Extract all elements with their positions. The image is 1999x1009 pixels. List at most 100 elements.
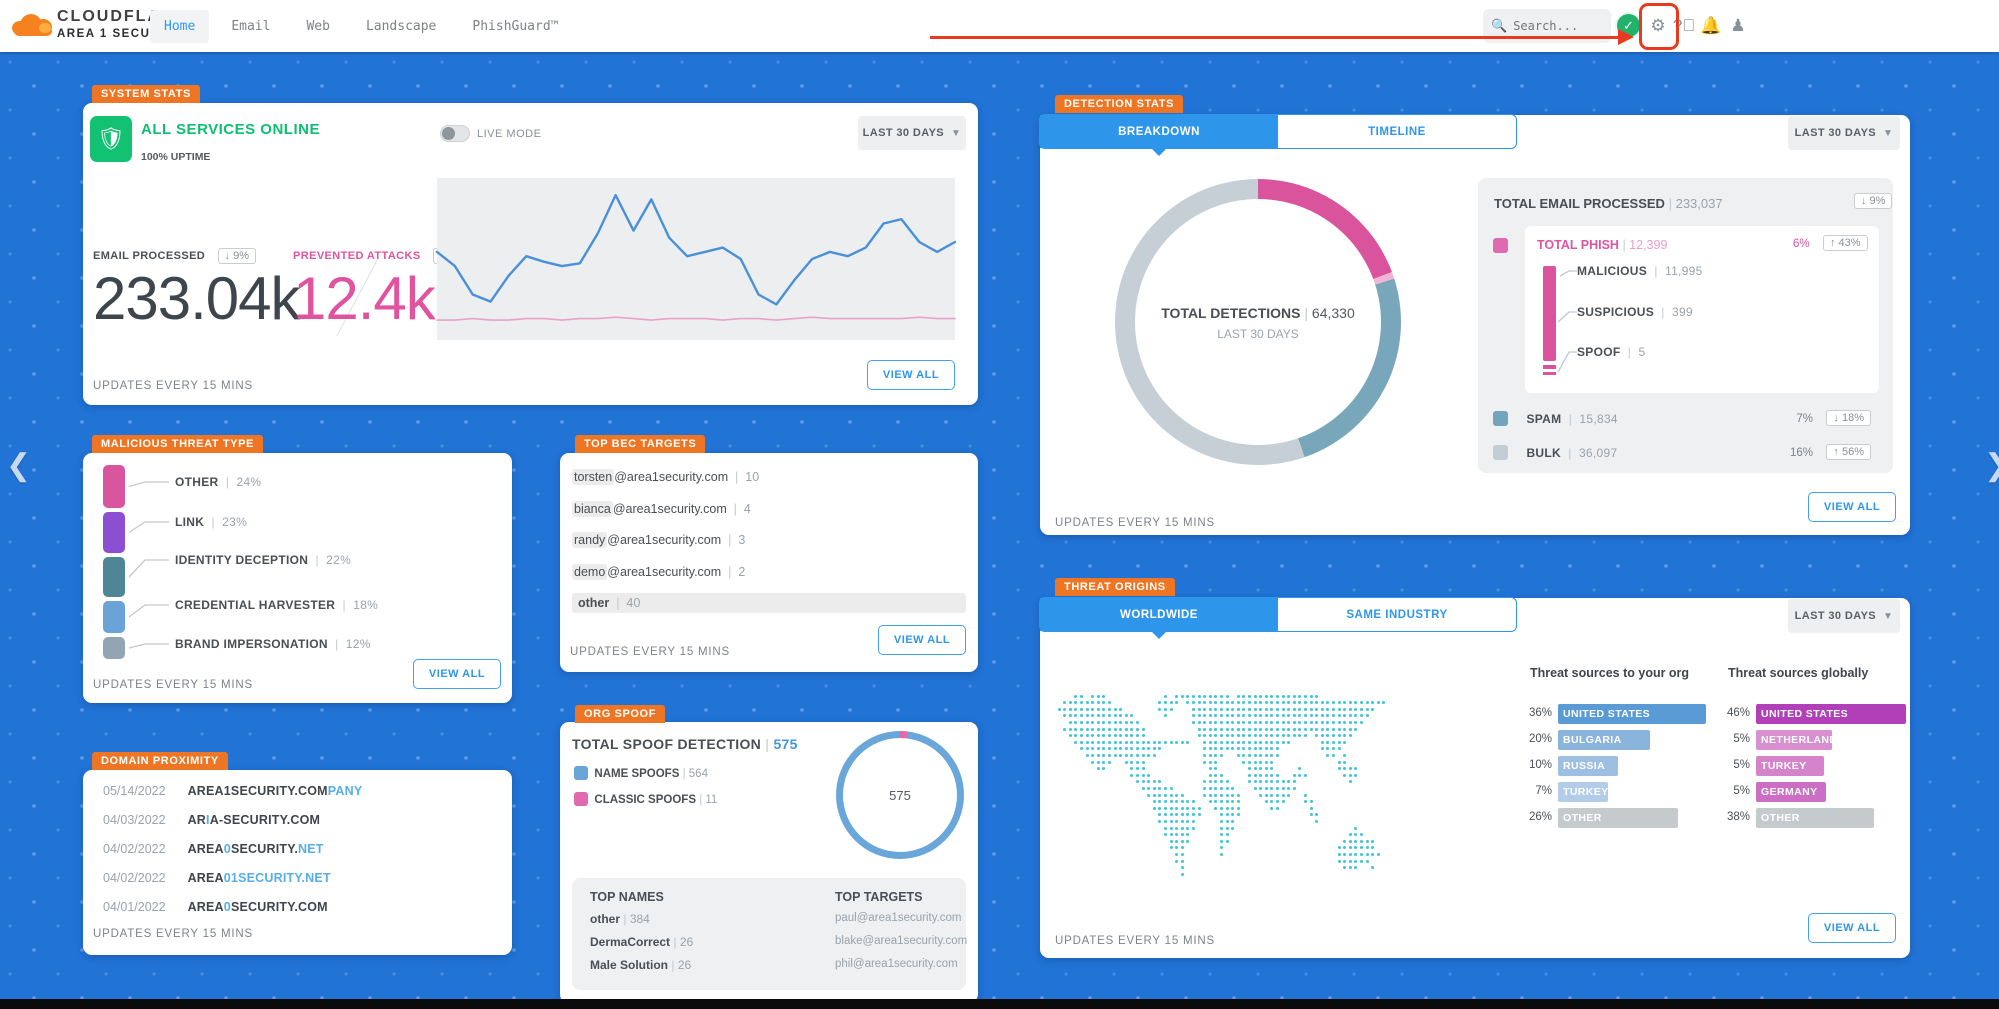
origins-tab-worldwide[interactable]: WORLDWIDE [1040,598,1278,639]
top-targets-title: TOP TARGETS [835,890,923,904]
org-sources-title: Threat sources to your org [1530,666,1690,680]
detection-range-dropdown[interactable]: LAST 30 DAYS ▼ [1788,116,1900,150]
detection-tabs: BREAKDOWN TIMELINE [1039,114,1517,156]
threat-legend-item: OTHER | 24% [175,475,262,489]
carousel-right-icon[interactable]: ❯ [1984,448,1999,483]
bec-row: demo @area1security.com | 2 [572,563,746,580]
origins-tab-same-industry[interactable]: SAME INDUSTRY [1346,608,1448,621]
live-mode-label: LIVE MODE [477,128,542,140]
total-spoof-value: 575 [773,736,798,752]
bell-icon[interactable]: 🔔 [1700,16,1722,35]
global-bar: TURKEY [1756,756,1824,776]
global-bar-row: 5% NETHERLANDS [1733,730,1916,750]
nav-item-home[interactable]: Home [150,9,210,43]
threat-swatch-3 [103,601,125,633]
live-mode-toggle[interactable] [440,125,470,142]
uptime-label: 100% UPTIME [141,151,211,163]
system-stats-range-dropdown[interactable]: LAST 30 DAYS ▼ [858,116,966,150]
domain-row: 04/02/2022 AREA01SECURITY.NET [103,871,331,885]
email-processed-group: EMAIL PROCESSED ↓ 9% 233.04k [93,246,301,333]
detection-view-all-button[interactable]: VIEW ALL [1808,492,1896,522]
detection-breakdown-panel: TOTAL EMAIL PROCESSED | 233,037 ↓ 9% TOT… [1478,178,1893,473]
global-bar-row: 5% GERMANY [1733,782,1916,802]
email-processed-value: 233.04k [93,265,301,332]
org-bar: BULGARIA [1558,730,1650,750]
total-spoof-label: TOTAL SPOOF DETECTION | 575 [572,736,798,752]
org-bar: TURKEY [1558,782,1608,802]
detection-stats-tag: DETECTION STATS [1055,95,1184,113]
threat-swatch-1 [103,512,125,553]
bec-row: bianca @area1security.com | 4 [572,500,751,517]
org-spoof-tag: ORG SPOOF [575,705,666,723]
detections-donut-center: TOTAL DETECTIONS | 64,330 LAST 30 DAYS [1161,305,1355,341]
email-processed-label: EMAIL PROCESSED [93,250,206,262]
org-bar-row: 36% UNITED STATES [1529,704,1718,724]
org-bar-row: 10% RUSSIA [1529,756,1718,776]
email-trend-chart [435,178,957,340]
org-bar-row: 20% BULGARIA [1529,730,1718,750]
top-name-row: Male Solution | 26 [590,958,692,972]
domain-row: 05/14/2022 AREA1SECURITY.COMPANY [103,784,363,798]
bec-row: torsten @area1security.com | 10 [572,469,760,485]
detection-tab-breakdown[interactable]: BREAKDOWN [1040,115,1278,156]
spoof-legend-item: CLASSIC SPOOFS | 11 [574,792,717,806]
bec-view-all-button[interactable]: VIEW ALL [878,625,966,655]
updates-note: UPDATES EVERY 15 MINS [1055,935,1215,947]
malicious-threat-view-all-button[interactable]: VIEW ALL [413,659,501,689]
phish-connectors [1557,270,1577,373]
org-bar: RUSSIA [1558,756,1618,776]
global-bar: OTHER [1756,808,1874,828]
top-bec-targets-tag: TOP BEC TARGETS [575,435,706,453]
threat-origins-card: WORLDWIDE SAME INDUSTRY LAST 30 DAYS ▼ Thr… [1039,597,1910,958]
main-nav: Home Email Web Landscape PhishGuard™ [150,0,572,52]
detections-donut-chart: TOTAL DETECTIONS | 64,330 LAST 30 DAYS [1115,179,1401,465]
spoof-donut-center: 575 [889,787,911,803]
phish-delta-badge: ↑ 43% [1823,235,1868,251]
system-stats-view-all-button[interactable]: VIEW ALL [867,360,955,390]
bec-row: other | 40 [572,593,966,613]
threat-origins-view-all-button[interactable]: VIEW ALL [1808,913,1896,943]
global-bar: UNITED STATES [1756,704,1906,724]
carousel-left-icon[interactable]: ❮ [6,449,32,482]
org-bar-row: 7% TURKEY [1535,782,1718,802]
phish-child-row: SPOOF | 5 [1577,345,1646,359]
user-icon[interactable]: ♟ [1730,16,1746,35]
global-bar: GERMANY [1756,782,1826,802]
total-email-delta-badge: ↓ 9% [1854,193,1893,209]
total-phish-row: TOTAL PHISH | 12,399 [1537,238,1668,252]
annotation-arrow-head [1618,29,1634,45]
org-bar: OTHER [1558,808,1678,828]
shield-check-icon: 🛡 [90,116,132,162]
total-email-row: TOTAL EMAIL PROCESSED | 233,037 [1494,196,1723,211]
phish-legend-swatch [1493,238,1508,253]
annotation-highlight-box [1639,3,1679,50]
threat-swatch-4 [103,637,125,659]
domain-row: 04/01/2022 AREA0SECURITY.COM [103,900,328,914]
domain-proximity-tag: DOMAIN PROXIMITY [92,752,228,770]
top-bec-targets-card: torsten @area1security.com | 10 bianca @are… [560,453,978,672]
spoof-legend-item: NAME SPOOFS | 564 [574,766,708,780]
domain-row: 04/03/2022 ARIA-SECURITY.COM [103,813,321,827]
system-stats-tag: SYSTEM STATS [92,85,200,103]
prevented-attacks-value: 12.4k [293,265,436,332]
nav-item-web[interactable]: Web [306,18,330,34]
detection-tab-timeline[interactable]: TIMELINE [1368,125,1426,138]
org-bar: UNITED STATES [1558,704,1706,724]
threat-type-legend: OTHER | 24% LINK | 23% IDENTITY DECEPTION … [83,453,512,703]
search-input[interactable] [1513,19,1604,33]
threat-swatch-2 [103,557,125,597]
updates-note: UPDATES EVERY 15 MINS [93,380,253,392]
nav-item-email[interactable]: Email [231,18,271,34]
nav-item-phishguard[interactable]: PhishGuard™ [472,18,559,34]
gear-icon[interactable]: ⚙ [1650,16,1666,35]
prevented-attacks-label: PREVENTED ATTACKS [293,250,421,262]
nav-item-landscape[interactable]: Landscape [365,18,437,34]
global-bar-row: 5% TURKEY [1733,756,1916,776]
top-name-row: other | 384 [590,912,650,926]
chevron-down-icon: ▼ [1883,610,1894,622]
threat-origins-range-dropdown[interactable]: LAST 30 DAYS ▼ [1788,599,1900,633]
detection-summary-row: BULK | 36,097 16% ↑ 56% [1493,444,1879,466]
phish-subpanel: TOTAL PHISH | 12,399 6% ↑ 43% MALICIOUS … [1525,226,1879,393]
updates-note: UPDATES EVERY 15 MINS [93,679,253,691]
chevron-down-icon: ▼ [951,127,962,139]
